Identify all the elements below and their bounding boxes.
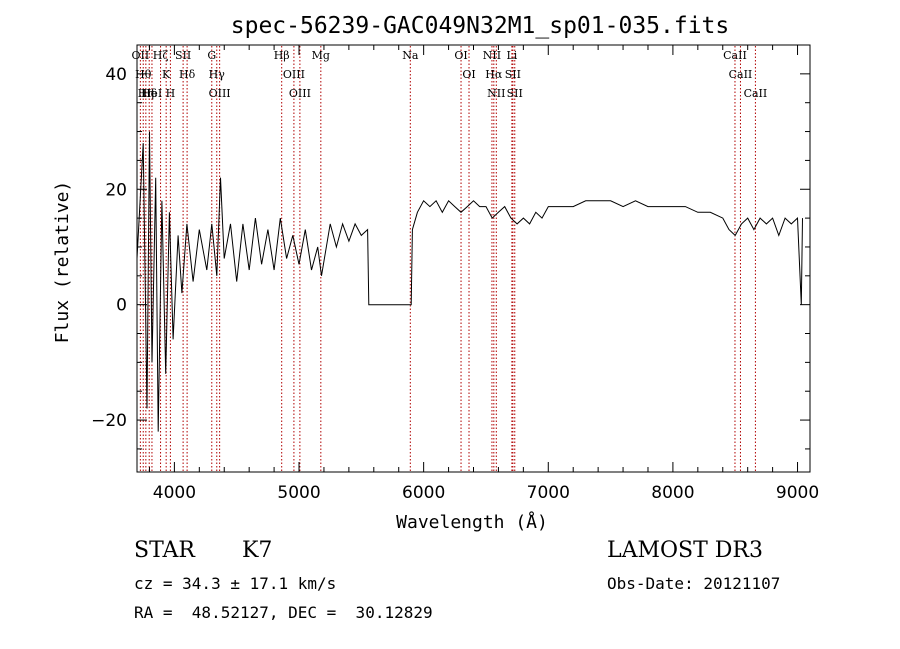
line-marker-label: SII: [507, 87, 523, 100]
line-marker-labels: OIIHθHηHδHeIHζKHSIIHδGHγOIIIHβOIIIOIIIMg…: [132, 49, 768, 100]
line-marker-label: OIII: [209, 87, 231, 100]
obs-date: Obs-Date: 20121107: [607, 574, 781, 593]
line-marker-label: Hα: [485, 68, 503, 81]
line-marker-label: CaII: [729, 68, 753, 81]
redshift-cz: cz = 34.3 ± 17.1 km/s: [134, 574, 337, 593]
line-marker-label: Na: [402, 49, 419, 62]
line-marker-label: K: [162, 68, 171, 81]
line-marker-label: OIII: [289, 87, 311, 100]
line-marker-label: H: [166, 87, 176, 100]
line-marker-label: OI: [454, 49, 467, 62]
line-marker-label: Li: [506, 49, 517, 62]
line-marker-label: CaII: [744, 87, 768, 100]
plot-frame: [136, 44, 811, 473]
line-marker-label: NII: [483, 49, 501, 62]
line-marker-label: CaII: [723, 49, 747, 62]
line-marker-label: SII: [175, 49, 191, 62]
line-marker-label: OII: [132, 49, 150, 62]
x-tick-label: 8000: [651, 483, 694, 503]
line-marker-label: NII: [487, 87, 505, 100]
x-axis-label: Wavelength (Å): [396, 511, 548, 533]
x-tick-label: 4000: [153, 483, 196, 503]
line-marker-label: Hθ: [135, 68, 152, 81]
line-marker-label: Hη: [138, 87, 154, 100]
line-marker-label: Hδ: [179, 68, 196, 81]
object-class: STAR: [134, 538, 195, 563]
survey-name: LAMOST DR3: [607, 538, 763, 563]
line-marker-label: Hδ: [141, 87, 158, 100]
x-tick-label: 5000: [277, 483, 320, 503]
line-markers: [139, 46, 756, 471]
y-tick-label: −20: [91, 411, 127, 431]
y-axis-ticks: −20 0 20 40: [91, 44, 810, 450]
line-marker-label: SII: [505, 68, 521, 81]
spectrum-line: [136, 131, 803, 432]
line-marker-label: OI: [462, 68, 475, 81]
line-marker-label: Hζ: [153, 49, 169, 62]
y-tick-label: 0: [116, 296, 127, 316]
object-subclass: K7: [242, 538, 273, 563]
x-tick-label: 7000: [527, 483, 570, 503]
line-marker-label: Hβ: [274, 49, 290, 62]
x-axis-ticks: 4000 5000 6000 7000 8000 9000: [148, 45, 819, 503]
y-tick-label: 40: [105, 65, 127, 85]
spectrum-chart: spec-56239-GAC049N32M1_sp01-035.fits OII…: [52, 13, 819, 533]
y-tick-label: 20: [105, 180, 127, 200]
ra-dec: RA = 48.52127, DEC = 30.12829: [134, 603, 433, 622]
x-tick-label: 9000: [776, 483, 819, 503]
line-marker-label: G: [207, 49, 216, 62]
x-tick-label: 6000: [402, 483, 445, 503]
line-marker-label: OIII: [283, 68, 305, 81]
line-marker-label: Hγ: [209, 68, 226, 81]
chart-title: spec-56239-GAC049N32M1_sp01-035.fits: [231, 13, 730, 39]
y-axis-label: Flux (relative): [52, 181, 73, 344]
line-marker-label: Mg: [312, 49, 330, 62]
line-marker-label: HeI: [142, 87, 162, 100]
